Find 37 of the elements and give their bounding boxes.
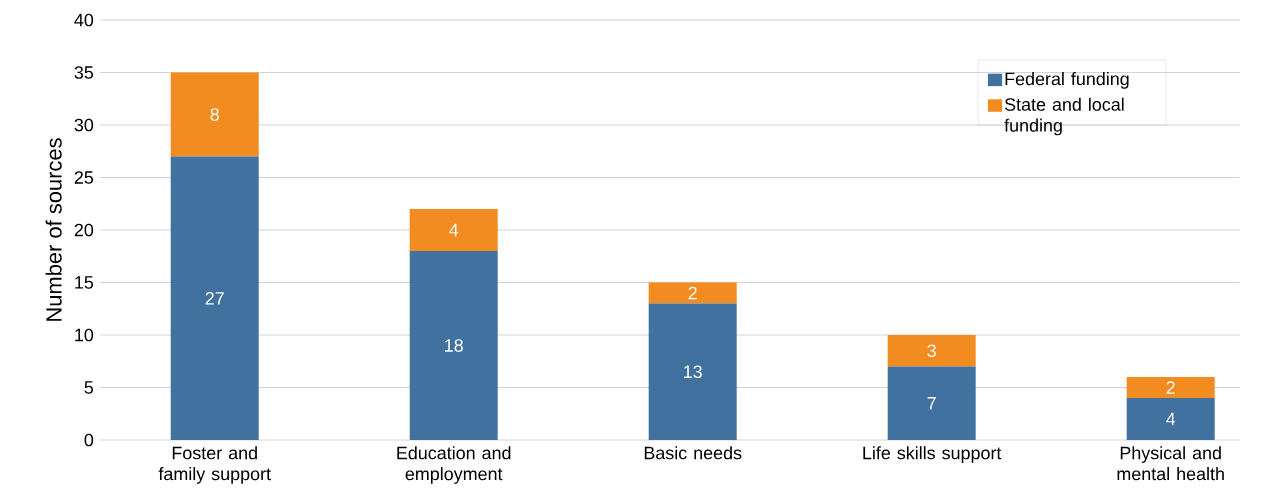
legend-label: Federal funding — [1005, 72, 1129, 89]
x-tick-label: Foster and family support — [158, 446, 271, 484]
bar — [170, 156, 259, 440]
bar — [887, 366, 976, 440]
bar — [170, 72, 259, 157]
data-label: 7 — [927, 397, 936, 410]
x-tick-label: Basic needs — [644, 446, 742, 460]
bar — [409, 251, 498, 440]
data-label: 2 — [1166, 381, 1175, 394]
data-label: 27 — [205, 291, 224, 305]
data-label: 13 — [684, 365, 702, 379]
y-tick-label: 35 — [74, 66, 94, 79]
bar — [1126, 398, 1215, 440]
x-tick-label: Life skills support — [863, 446, 1002, 463]
y-tick-label: 10 — [75, 328, 94, 342]
bar — [1126, 377, 1215, 398]
data-label: 4 — [449, 223, 459, 237]
y-tick-label: 5 — [84, 381, 94, 394]
data-label: 4 — [1166, 412, 1176, 426]
y-tick-label: 20 — [74, 223, 94, 237]
bar — [648, 303, 737, 440]
x-tick-label: Education and employment — [397, 446, 511, 484]
data-label: 3 — [927, 344, 936, 358]
data-label: 8 — [210, 108, 219, 121]
y-tick-label: 30 — [74, 118, 94, 132]
x-tick-label: Physical and mental health — [1117, 446, 1224, 481]
bar — [887, 335, 976, 367]
legend-label: State and local funding — [1004, 97, 1124, 136]
data-label: 2 — [688, 286, 697, 300]
y-tick-label: 0 — [84, 433, 94, 447]
y-tick-label: 40 — [74, 13, 94, 27]
y-axis-title: Number of sources — [45, 138, 62, 321]
bar — [648, 282, 737, 304]
y-tick-label: 15 — [75, 276, 94, 289]
data-label: 18 — [445, 339, 463, 352]
bar — [409, 209, 498, 251]
y-tick-label: 25 — [74, 171, 94, 184]
